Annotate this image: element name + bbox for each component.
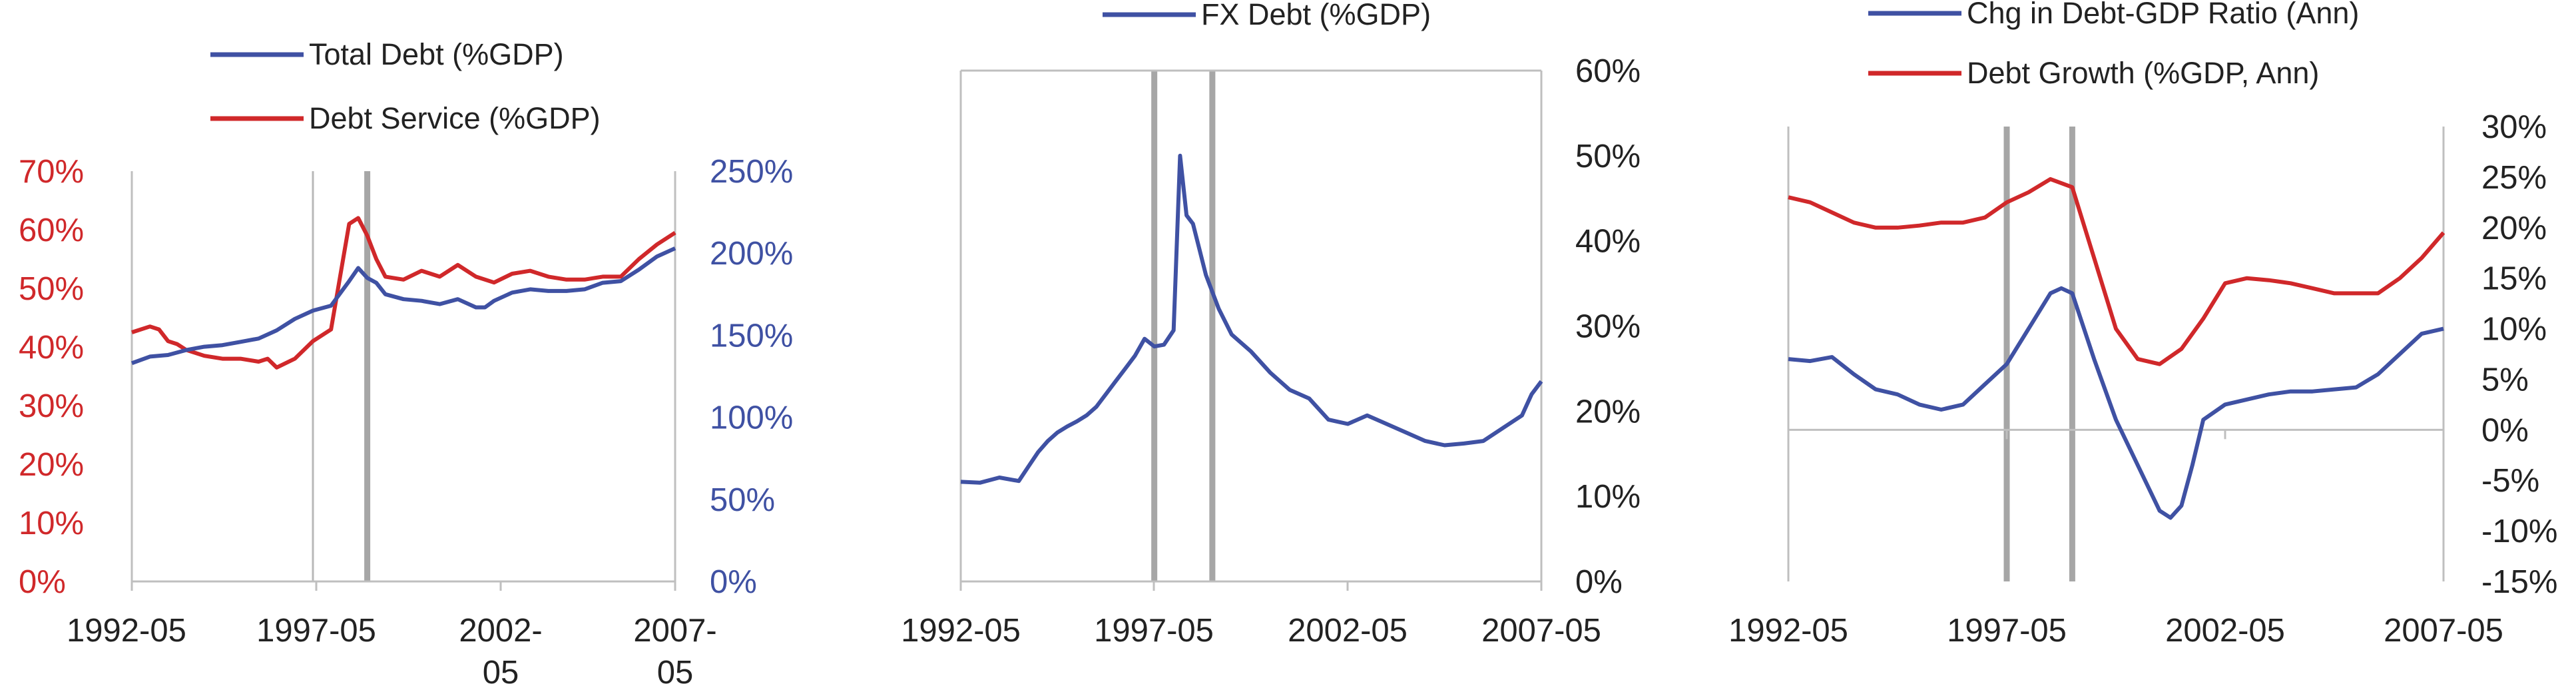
x-tick-label: 1992-05 [1728,613,1848,649]
panel-debt-gdp-change: Chg in Debt-GDP Ratio (Ann) Debt Growth (… [1728,0,2557,649]
x-tick-label: 05 [657,655,694,687]
y-right-tick-label: 15% [2481,261,2547,297]
y-right-tick-label: -5% [2481,463,2539,499]
x-tick-label: 2007-05 [1481,613,1601,649]
x-tick-label: 2002- [459,613,542,649]
panel-total-debt-debt-service: Total Debt (%GDP) Debt Service (%GDP) 0% 10… [19,37,793,690]
legend-label-debt-growth-gdp-ann: Debt Growth (%GDP, Ann) [1967,56,2319,90]
y-left-tick-label: 40% [19,330,84,366]
y-left-tick-label: 60% [19,212,84,248]
y-right-tick-label: 250% [710,154,793,190]
y-right-tick-label: 20% [1575,394,1641,430]
y-right-tick-label: 60% [1575,53,1641,89]
x-tick-label: 2002-05 [1288,613,1408,649]
y-right-tick-label: 25% [2481,160,2547,196]
y-right-tick-label: 0% [1575,564,1623,600]
y-right-tick-label: 50% [710,482,775,518]
x-tick-label: 1992-05 [901,613,1021,649]
y-right-tick-label: 30% [1575,309,1641,345]
y-right-tick-label: 10% [1575,479,1641,515]
y-right-tick-label: 20% [2481,210,2547,246]
x-tick-label: 1997-05 [1947,613,2067,649]
y-left-tick-label: 20% [19,447,84,483]
series-line-fx-debt [960,153,1543,485]
y-left-tick-label: 70% [19,154,84,190]
x-tick-label: 05 [483,655,519,687]
legend-label-debt-service-gdp: Debt Service (%GDP) [309,101,601,135]
y-right-tick-label: 5% [2481,362,2529,398]
y-right-tick-label: 10% [2481,312,2547,348]
y-right-tick-label: 50% [1575,139,1641,174]
y-right-tick-label: 200% [710,236,793,272]
x-tick-label: 2007- [633,613,716,649]
y-right-tick-label: 100% [710,400,793,436]
legend-label-chg-in-debt-gdp-ratio-ann: Chg in Debt-GDP Ratio (Ann) [1967,0,2359,30]
y-right-tick-label: 150% [710,318,793,354]
y-left-tick-label: 50% [19,271,84,307]
y-left-tick-label: 30% [19,388,84,424]
y-right-tick-label: 0% [2481,412,2529,448]
y-left-tick-label: 10% [19,506,84,541]
x-tick-label: 1997-05 [1094,613,1214,649]
series-line-debt-service [131,216,676,370]
x-tick-label: 1992-05 [67,613,186,649]
y-left-tick-label: 0% [19,564,66,600]
legend-label-fx-debt-gdp: FX Debt (%GDP) [1201,0,1431,31]
series-line-debt-growth [1788,176,2446,366]
x-tick-label: 2007-05 [2384,613,2503,649]
y-right-tick-label: 0% [710,564,757,600]
panel-fx-debt: FX Debt (%GDP) 0% 10% 20% 30% 40% 50% 60% 1992-0… [901,0,1641,649]
y-right-tick-label: 40% [1575,224,1641,260]
x-tick-label: 2002-05 [2165,613,2285,649]
y-right-tick-label: 30% [2481,109,2547,145]
series-line-chg-debt-gdp [1788,286,2444,520]
y-right-tick-label: -15% [2481,564,2557,600]
y-right-tick-label: -10% [2481,514,2557,549]
x-tick-label: 1997-05 [256,613,376,649]
series-line-total-debt [130,246,676,366]
legend-label-total-debt-gdp: Total Debt (%GDP) [309,37,564,71]
